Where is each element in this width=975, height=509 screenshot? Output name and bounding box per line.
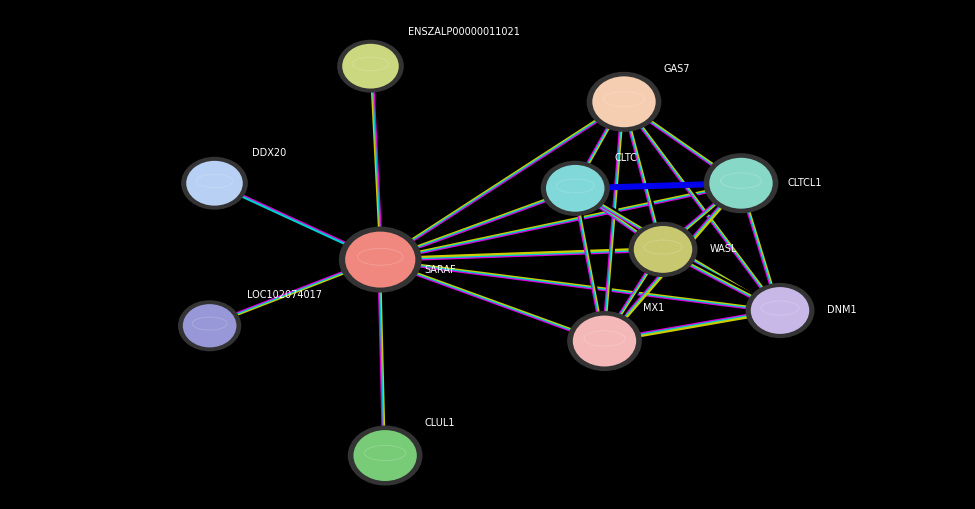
Ellipse shape	[587, 72, 661, 132]
Ellipse shape	[710, 158, 772, 209]
Ellipse shape	[342, 44, 399, 89]
Ellipse shape	[704, 153, 778, 213]
Ellipse shape	[353, 430, 417, 481]
Ellipse shape	[348, 426, 422, 486]
Ellipse shape	[751, 287, 809, 334]
Text: LOC102074017: LOC102074017	[247, 290, 322, 300]
Text: MX1: MX1	[644, 303, 665, 313]
Ellipse shape	[181, 157, 248, 210]
Text: WASL: WASL	[710, 244, 737, 254]
Ellipse shape	[337, 40, 404, 93]
Ellipse shape	[183, 304, 236, 348]
Text: CLTC: CLTC	[614, 153, 637, 163]
Text: SARAF: SARAF	[424, 265, 455, 275]
Text: DNM1: DNM1	[827, 305, 856, 316]
Ellipse shape	[593, 76, 655, 127]
Ellipse shape	[541, 161, 609, 216]
Ellipse shape	[629, 222, 697, 277]
Ellipse shape	[339, 227, 421, 293]
Ellipse shape	[345, 232, 415, 288]
Ellipse shape	[186, 161, 243, 206]
Text: CLTCL1: CLTCL1	[788, 178, 822, 188]
Ellipse shape	[567, 311, 642, 371]
Ellipse shape	[634, 226, 692, 273]
Text: CLUL1: CLUL1	[424, 417, 454, 428]
Ellipse shape	[178, 300, 241, 351]
Ellipse shape	[546, 165, 604, 212]
Text: GAS7: GAS7	[663, 64, 689, 74]
Ellipse shape	[573, 316, 636, 366]
Text: DDX20: DDX20	[252, 148, 286, 158]
Text: ENSZALP00000011021: ENSZALP00000011021	[408, 26, 520, 37]
Ellipse shape	[746, 283, 814, 338]
